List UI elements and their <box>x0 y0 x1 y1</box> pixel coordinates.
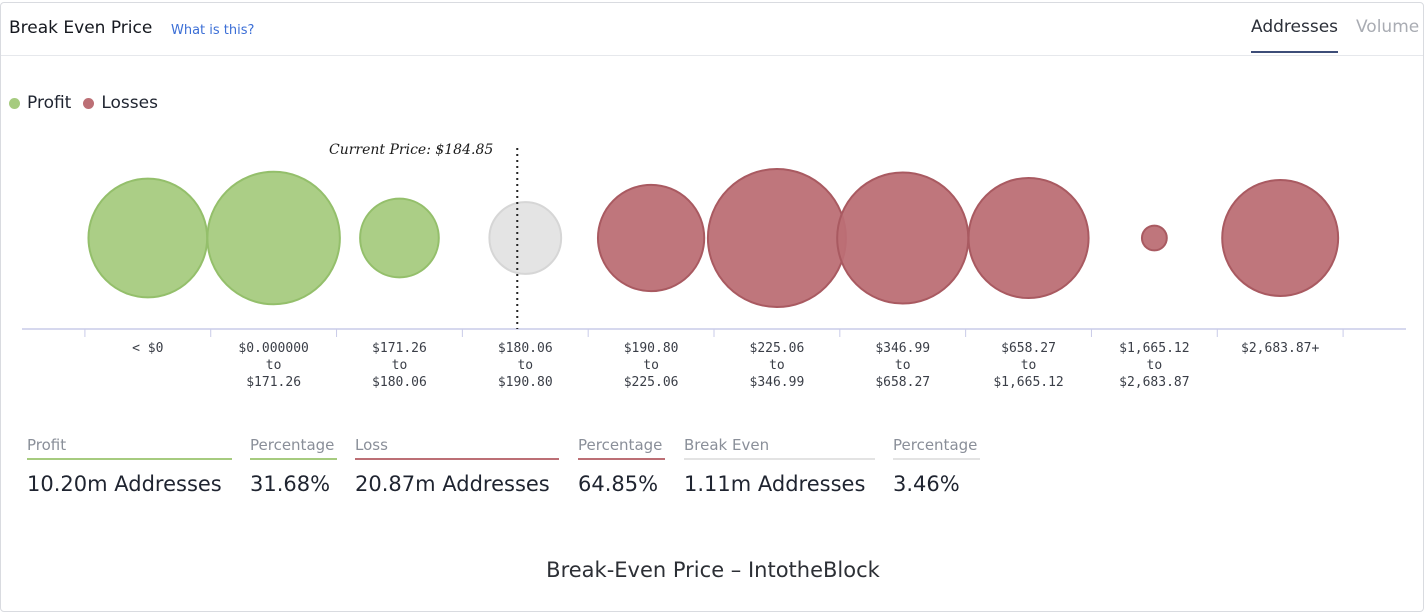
x-tick-label: $180.06 <box>372 375 427 390</box>
x-tick-label: to <box>517 358 533 373</box>
x-tick-label: $225.06 <box>624 375 679 390</box>
bubble-loss <box>967 176 1090 300</box>
stat-percentage: Percentage 3.46% <box>893 436 980 496</box>
x-tick-label: to <box>1021 358 1037 373</box>
x-tick-label: < $0 <box>132 341 163 356</box>
stat-label: Percentage <box>250 436 337 460</box>
bubble-loss <box>1221 179 1340 297</box>
bubble-loss <box>1140 224 1168 252</box>
what-is-this-link[interactable]: What is this? <box>171 23 255 38</box>
stat-value: 10.20m Addresses <box>27 472 222 496</box>
stat-value: 31.68% <box>250 472 331 496</box>
stat-value: 1.11m Addresses <box>684 472 866 496</box>
bubble-profit <box>359 197 440 279</box>
x-tick-label: $190.80 <box>624 341 679 356</box>
x-tick-label: $2,683.87+ <box>1241 341 1319 356</box>
x-tick-label: $171.26 <box>246 375 301 390</box>
bubble-loss <box>836 171 970 305</box>
stat-value: 20.87m Addresses <box>355 472 550 496</box>
stat-value: 64.85% <box>578 472 659 496</box>
current-price-label: Current Price: $184.85 <box>329 142 493 158</box>
x-tick-label: $658.27 <box>875 375 930 390</box>
legend-label-profit: Profit <box>27 93 72 113</box>
x-tick-label: to <box>643 358 659 373</box>
legend-item-profit[interactable]: Profit <box>9 93 71 113</box>
x-tick-label: to <box>769 358 785 373</box>
bubble-profit <box>87 177 209 299</box>
x-tick-label: $0.000000 <box>238 341 308 356</box>
x-tick-label: $190.80 <box>498 375 553 390</box>
bubble-loss <box>596 183 706 293</box>
stat-percentage: Percentage 31.68% <box>250 436 337 496</box>
break-even-bubble-chart: < $0 $0.000000 to $171.26 $171.26 to $180.06 $1… <box>22 142 1406 390</box>
stat-break-even: Break Even 1.11m Addresses <box>684 436 875 496</box>
x-tick-label: $2,683.87 <box>1119 375 1189 390</box>
stat-label: Profit <box>27 436 232 460</box>
x-tick-label: $1,665.12 <box>1119 341 1189 356</box>
x-tick-label: to <box>1147 358 1163 373</box>
bubble-profit <box>206 170 341 306</box>
legend-label-losses: Losses <box>101 93 158 113</box>
stat-value: 3.46% <box>893 472 960 496</box>
card-title: Break Even Price <box>9 18 153 38</box>
x-tick-label: $225.06 <box>750 341 805 356</box>
legend-item-losses[interactable]: Losses <box>83 93 158 113</box>
stat-percentage: Percentage 64.85% <box>578 436 665 496</box>
x-tick-label: to <box>392 358 408 373</box>
stat-label: Percentage <box>893 436 980 460</box>
stat-loss: Loss 20.87m Addresses <box>355 436 559 496</box>
losses-dot-icon <box>83 97 95 109</box>
chart-legend: Profit Losses <box>9 93 170 113</box>
stat-profit: Profit 10.20m Addresses <box>27 436 232 496</box>
x-tick-label: $346.99 <box>750 375 805 390</box>
x-tick-label: to <box>266 358 282 373</box>
x-tick-label: $1,665.12 <box>993 375 1063 390</box>
x-tick-label: $180.06 <box>498 341 553 356</box>
stat-label: Break Even <box>684 436 875 460</box>
bubble-loss <box>706 168 847 308</box>
x-tick-label: $171.26 <box>372 341 427 356</box>
image-caption: Break-Even Price – IntotheBlock <box>546 558 880 582</box>
x-tick-label: to <box>895 358 911 373</box>
tab-addresses[interactable]: Addresses <box>1251 17 1339 53</box>
profit-dot-icon <box>9 97 20 109</box>
tab-volume[interactable]: Volume <box>1356 17 1420 37</box>
bubble-break_even <box>488 201 563 275</box>
card-header: Break Even Price What is this? Addresses… <box>1 3 1423 56</box>
x-tick-label: $346.99 <box>875 341 930 356</box>
stat-label: Loss <box>355 436 559 460</box>
stat-label: Percentage <box>578 436 665 460</box>
x-tick-label: $658.27 <box>1001 341 1056 356</box>
